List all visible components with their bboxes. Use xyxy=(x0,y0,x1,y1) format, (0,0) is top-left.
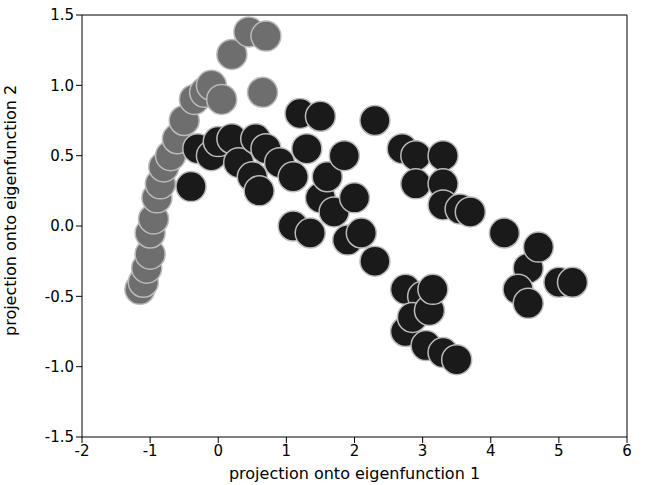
svg-text:1.5: 1.5 xyxy=(50,6,74,24)
svg-text:-2: -2 xyxy=(75,442,90,460)
svg-text:0.5: 0.5 xyxy=(50,147,74,165)
svg-text:1.0: 1.0 xyxy=(50,77,74,95)
svg-text:5: 5 xyxy=(554,442,564,460)
svg-text:0.0: 0.0 xyxy=(50,217,74,235)
svg-text:4: 4 xyxy=(486,442,496,460)
svg-text:6: 6 xyxy=(622,442,632,460)
svg-text:projection onto eigenfunction: projection onto eigenfunction 1 xyxy=(229,464,480,483)
svg-text:3: 3 xyxy=(418,442,428,460)
svg-text:-0.5: -0.5 xyxy=(45,288,74,306)
svg-text:-1.0: -1.0 xyxy=(45,358,74,376)
svg-text:-1: -1 xyxy=(143,442,158,460)
svg-text:0: 0 xyxy=(213,442,223,460)
svg-text:2: 2 xyxy=(350,442,360,460)
svg-text:1: 1 xyxy=(282,442,292,460)
svg-text:projection onto eigenfunction: projection onto eigenfunction 2 xyxy=(1,85,20,336)
svg-text:-1.5: -1.5 xyxy=(45,428,74,446)
